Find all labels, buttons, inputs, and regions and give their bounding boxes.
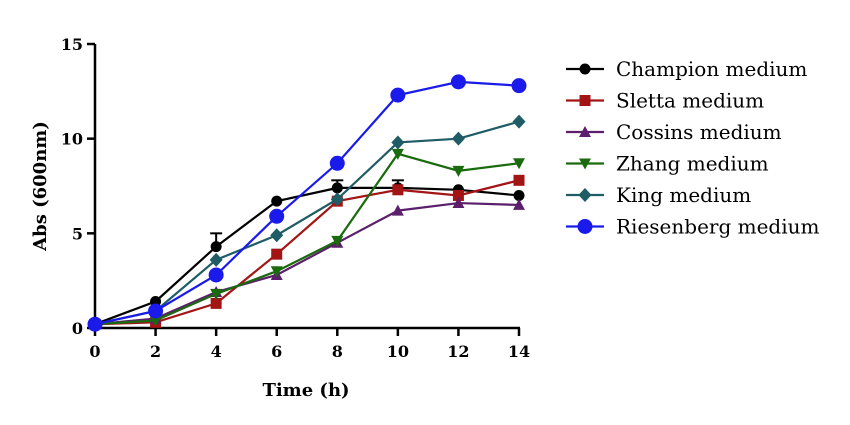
data-point <box>210 241 222 253</box>
x-tick-label: 2 <box>150 342 161 361</box>
legend-label: Riesenberg medium <box>616 215 820 239</box>
series-line <box>94 201 520 326</box>
data-point <box>331 235 344 247</box>
legend-marker <box>579 126 591 137</box>
x-tick-label: 0 <box>89 342 100 361</box>
legend-label: Zhang medium <box>616 152 769 176</box>
legend-item: Zhang medium <box>566 152 769 176</box>
legend-item: Riesenberg medium <box>566 215 820 239</box>
legend-label: Champion medium <box>616 57 807 81</box>
y-tick-label: 0 <box>72 319 83 338</box>
legend-marker <box>579 63 591 75</box>
legend-item: Cossins medium <box>566 120 782 144</box>
data-point <box>331 182 343 194</box>
legend-marker <box>577 219 593 234</box>
series-line <box>94 120 520 326</box>
data-point <box>452 197 465 209</box>
data-point <box>513 158 525 170</box>
series-layer <box>87 74 527 332</box>
data-point <box>391 148 404 160</box>
data-point <box>513 198 525 210</box>
data-point <box>392 184 404 196</box>
data-point <box>269 208 285 224</box>
data-point <box>450 74 466 90</box>
legend-marker <box>578 188 592 202</box>
x-tick-label: 10 <box>387 342 409 361</box>
legend-label: King medium <box>616 183 751 207</box>
data-point <box>149 315 162 327</box>
legend-item: King medium <box>566 183 751 207</box>
x-tick-label: 4 <box>211 342 222 361</box>
data-point <box>148 303 164 319</box>
legend-item: Sletta medium <box>566 89 764 113</box>
data-point <box>512 114 526 129</box>
data-point <box>452 165 465 177</box>
legend-item: Champion medium <box>566 57 807 81</box>
data-point <box>210 297 222 309</box>
legend: Champion medium Sletta medium Cossins medi… <box>566 57 820 239</box>
data-point <box>391 204 404 216</box>
x-axis-title: Time (h) <box>262 380 349 401</box>
series-zhang-medium <box>89 148 525 331</box>
series-line <box>94 152 520 326</box>
data-point <box>210 288 223 300</box>
legend-marker <box>579 158 591 170</box>
legend-marker <box>579 95 591 106</box>
data-point <box>513 174 525 186</box>
x-tick-label: 14 <box>508 342 530 361</box>
y-tick-label: 15 <box>61 35 83 54</box>
legend-label: Sletta medium <box>616 89 764 113</box>
data-point <box>329 155 345 171</box>
y-tick-label: 10 <box>61 130 83 149</box>
x-tick-label: 8 <box>332 342 343 361</box>
series-riesenberg-medium <box>87 74 527 332</box>
data-point <box>451 131 465 146</box>
legend-label: Cossins medium <box>616 120 782 144</box>
y-tick-label: 5 <box>72 224 83 243</box>
data-point <box>511 78 527 94</box>
series-line <box>94 80 520 326</box>
axes: 0 5 10 15 0 2 4 6 8 10 12 14 <box>61 35 530 361</box>
data-point <box>513 189 525 201</box>
data-point <box>330 192 344 207</box>
x-tick-label: 6 <box>271 342 282 361</box>
data-point <box>208 267 224 283</box>
data-point <box>87 316 103 332</box>
data-point <box>452 189 464 201</box>
data-point <box>271 248 283 260</box>
series-line <box>94 186 520 326</box>
data-point <box>390 87 406 103</box>
data-point <box>270 228 284 243</box>
data-point <box>271 195 283 207</box>
data-point <box>391 135 405 150</box>
series-line <box>94 179 520 326</box>
x-tick-label: 12 <box>447 342 469 361</box>
y-axis-title: Abs (600nm) <box>30 121 51 252</box>
data-point <box>209 252 223 267</box>
data-point <box>270 266 283 278</box>
